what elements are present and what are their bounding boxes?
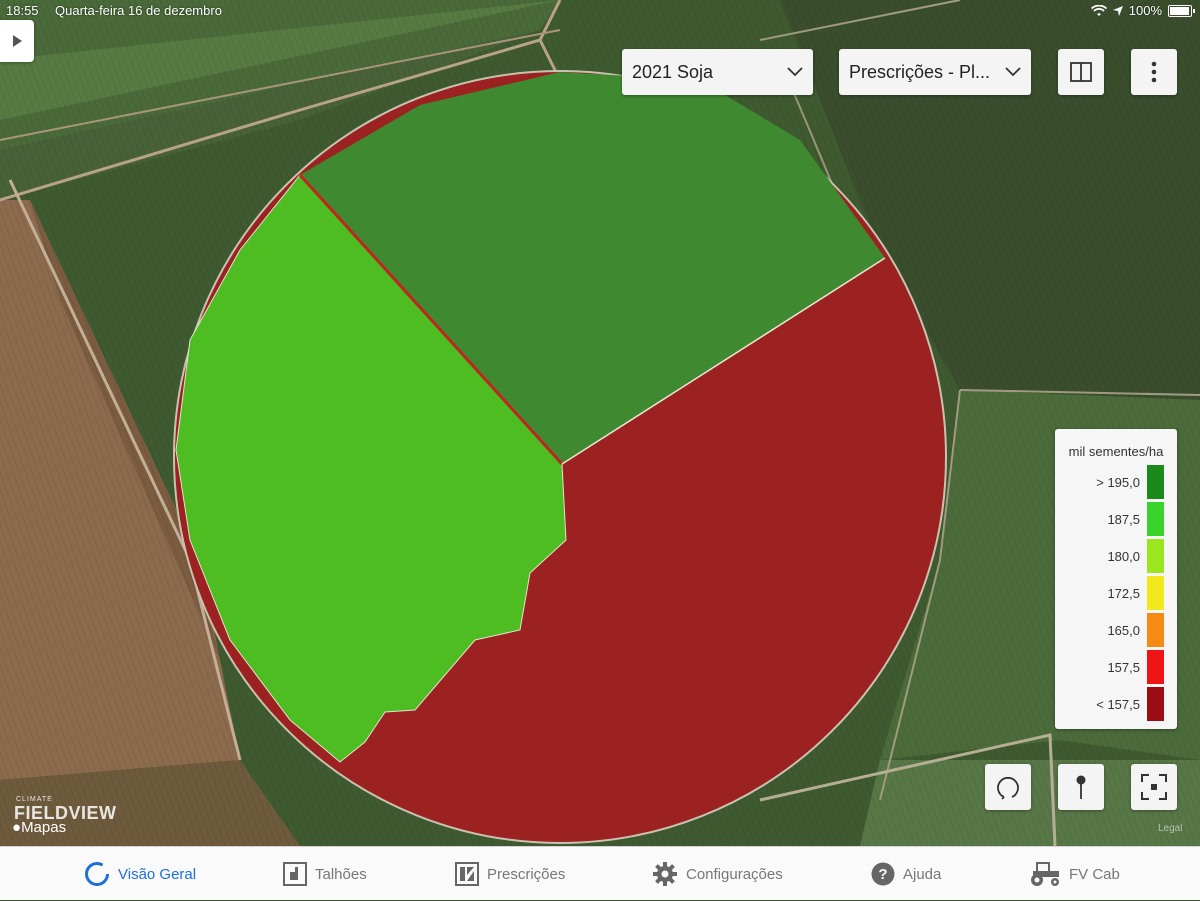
map-legend: mil sementes/ha > 195,0 187,5 180,0 172,…	[1055, 429, 1177, 729]
chevron-down-icon	[787, 67, 803, 77]
legend-row: 165,0	[1055, 613, 1177, 649]
legend-row: < 157,5	[1055, 687, 1177, 723]
tab-settings[interactable]: Configurações	[652, 847, 783, 901]
season-dropdown-value: 2021 Soja	[632, 61, 714, 82]
fit-extent-icon	[1141, 774, 1167, 800]
drop-pin-button[interactable]	[1058, 764, 1104, 810]
tab-help[interactable]: ? Ajuda	[871, 847, 941, 901]
satellite-map[interactable]	[0, 0, 1200, 846]
legend-row: 157,5	[1055, 650, 1177, 686]
prescription-icon	[455, 862, 479, 886]
location-icon	[1112, 6, 1123, 16]
tractor-icon	[1031, 862, 1059, 886]
lasso-select-button[interactable]	[985, 764, 1031, 810]
overview-ring-icon	[85, 862, 109, 886]
apple-logo-icon: ●	[12, 819, 22, 836]
chevron-down-icon	[1005, 67, 1021, 77]
legend-label: 157,5	[1107, 660, 1140, 675]
tab-prescriptions[interactable]: Prescrições	[455, 847, 565, 901]
layer-dropdown-value: Prescrições - Pl...	[849, 61, 991, 82]
bottom-tab-bar: Visão Geral Talhões Prescrições	[0, 846, 1200, 900]
lasso-icon	[997, 777, 1019, 800]
legend-swatch	[1147, 465, 1164, 499]
tab-label: Prescrições	[487, 865, 566, 883]
legend-swatch	[1147, 502, 1164, 536]
split-view-icon	[1070, 62, 1092, 82]
legend-label: 187,5	[1107, 512, 1140, 527]
status-right: 100%	[1090, 0, 1195, 22]
legend-swatch	[1147, 576, 1164, 610]
zone-north	[300, 72, 885, 464]
layer-dropdown[interactable]: Prescrições - Pl...	[839, 49, 1031, 95]
legend-swatch	[1147, 613, 1164, 647]
tab-fv-cab[interactable]: FV Cab	[1029, 847, 1120, 901]
legend-swatch	[1147, 650, 1164, 684]
status-bar: 18:55 Quarta-feira 16 de dezembro 100%	[0, 0, 1200, 22]
legal-link[interactable]: Legal	[1158, 823, 1183, 834]
tab-label: FV Cab	[1069, 865, 1120, 883]
legend-label: < 157,5	[1096, 697, 1140, 712]
legend-swatch	[1147, 687, 1164, 721]
legend-title: mil sementes/ha	[1068, 444, 1164, 459]
svg-text:?: ?	[878, 866, 887, 883]
field-icon	[283, 862, 307, 886]
split-view-button[interactable]	[1058, 49, 1104, 95]
help-icon: ?	[871, 862, 895, 886]
tab-label: Ajuda	[903, 865, 942, 883]
status-time: 18:55	[6, 3, 39, 18]
legend-row: 180,0	[1055, 539, 1177, 575]
legend-label: 180,0	[1107, 549, 1140, 564]
season-dropdown[interactable]: 2021 Soja	[622, 49, 813, 95]
legend-row: > 195,0	[1055, 465, 1177, 501]
legend-label: > 195,0	[1096, 475, 1140, 490]
status-date: Quarta-feira 16 de dezembro	[55, 3, 222, 18]
maps-label: Mapas	[21, 819, 67, 836]
legend-row: 172,5	[1055, 576, 1177, 612]
tab-label: Talhões	[315, 865, 367, 883]
tab-label: Configurações	[686, 865, 783, 883]
legend-swatch	[1147, 539, 1164, 573]
more-options-button[interactable]	[1131, 49, 1177, 95]
side-panel-toggle-button[interactable]	[0, 20, 34, 62]
pin-icon	[1076, 775, 1086, 799]
tab-overview[interactable]: Visão Geral	[84, 847, 196, 901]
apple-maps-attribution: ●Mapas	[12, 819, 66, 836]
legend-label: 172,5	[1107, 586, 1140, 601]
gear-icon	[653, 862, 677, 886]
fit-to-field-button[interactable]	[1131, 764, 1177, 810]
play-triangle-icon	[13, 35, 22, 47]
wifi-icon	[1090, 5, 1107, 16]
legend-row: 187,5	[1055, 502, 1177, 538]
more-vertical-icon	[1151, 61, 1157, 83]
battery-icon	[1168, 5, 1195, 17]
battery-percent: 100%	[1128, 3, 1162, 18]
climate-watermark: CLIMATE	[16, 796, 53, 803]
zone-west	[175, 174, 567, 763]
fieldview-watermark: FIELDVIEW	[14, 803, 117, 823]
tab-label: Visão Geral	[118, 865, 197, 883]
legend-label: 165,0	[1107, 623, 1140, 638]
tab-fields[interactable]: Talhões	[283, 847, 367, 901]
